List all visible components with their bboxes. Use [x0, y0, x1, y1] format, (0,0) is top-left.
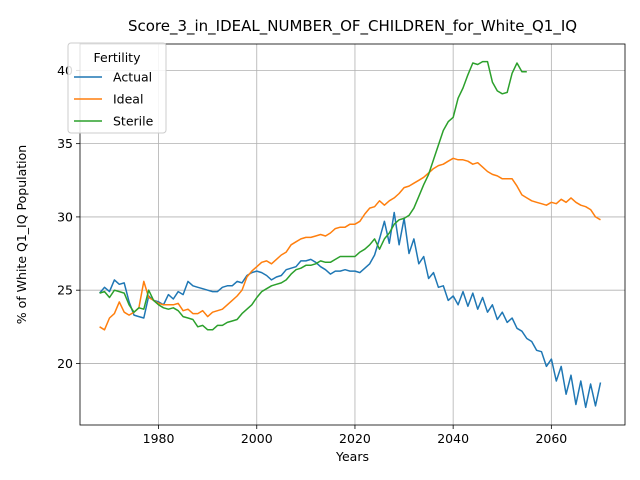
legend: Fertility Actual Ideal Sterile	[67, 42, 167, 134]
x-tick-label: 1980	[143, 431, 175, 446]
legend-label: Sterile	[113, 114, 154, 129]
y-tick-label: 25	[57, 283, 73, 298]
chart-title: Score_3_in_IDEAL_NUMBER_OF_CHILDREN_for_…	[128, 17, 577, 36]
legend-title: Fertility	[94, 50, 142, 65]
x-tick-label: 2040	[437, 431, 469, 446]
series-line-ideal	[99, 157, 601, 331]
y-axis-label: % of White Q1_IQ Population	[14, 145, 29, 324]
grid-lines	[80, 44, 625, 425]
x-axis-label: Years	[335, 449, 369, 464]
x-tick-label: 2000	[241, 431, 273, 446]
series-line-actual	[99, 211, 602, 409]
series-lines	[99, 60, 602, 409]
legend-label: Ideal	[113, 92, 143, 107]
series-line-sterile	[99, 60, 527, 331]
y-tick-label: 35	[57, 136, 73, 151]
y-tick-label: 20	[57, 356, 73, 371]
x-tick-label: 2020	[339, 431, 371, 446]
plot-frame	[79, 43, 626, 426]
x-tick-label: 2060	[535, 431, 567, 446]
legend-box	[67, 42, 167, 134]
y-tick-label: 30	[57, 209, 73, 224]
legend-label: Actual	[113, 70, 152, 85]
